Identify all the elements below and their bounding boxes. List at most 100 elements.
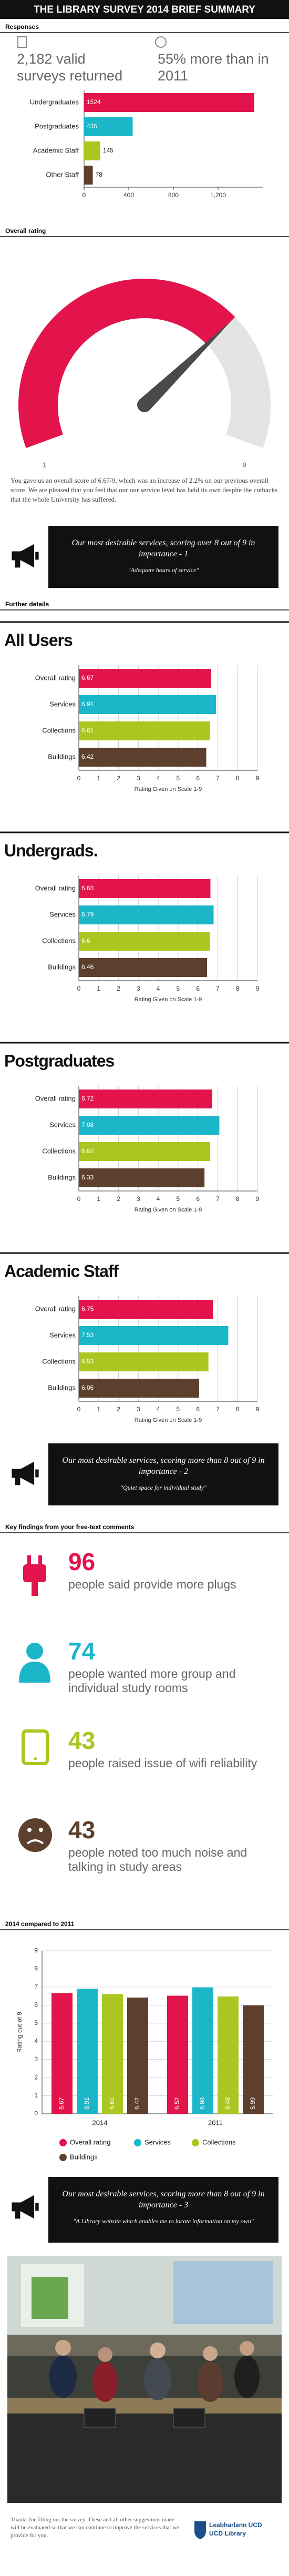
category-label: Overall rating — [35, 674, 76, 681]
bar — [79, 695, 216, 714]
value-label: 6.72 — [81, 1095, 94, 1102]
x-axis-label: Rating Given on Scale 1-9 — [135, 786, 202, 792]
x-tick-label: 1,200 — [210, 191, 226, 199]
stat-text: 2,182 valid surveys returned — [17, 51, 123, 84]
value-label: 6.48 — [224, 2097, 231, 2110]
quote-text: "A Library website which enables me to l… — [73, 2217, 254, 2225]
bar — [79, 669, 211, 688]
bar — [79, 905, 214, 924]
photo — [7, 2256, 282, 2503]
category-label: Collections — [42, 726, 76, 734]
value-label: 6.91 — [81, 700, 94, 708]
title-bar — [0, 0, 289, 19]
x-tick-label: 0 — [77, 985, 81, 992]
x-tick-label: 800 — [168, 191, 179, 199]
bar — [218, 1996, 239, 2114]
x-tick-label: 0 — [77, 775, 81, 782]
logo-icon — [194, 2521, 206, 2539]
y-tick-label: 0 — [34, 2110, 38, 2117]
x-tick-label: 2014 — [92, 2119, 108, 2126]
value-label: 6.61 — [108, 2097, 116, 2110]
value-label: 7.08 — [81, 1121, 94, 1128]
quote-heading: Our most desirable services, scoring mor… — [62, 1456, 265, 1476]
finding-count: 74 — [68, 1637, 96, 1665]
y-tick-label: 8 — [34, 1965, 38, 1972]
x-tick-label: 2 — [117, 1406, 120, 1413]
x-tick-label: 8 — [236, 1195, 240, 1203]
x-tick-label: 6 — [196, 985, 200, 992]
chart-title: Undergrads. — [4, 841, 97, 860]
category-label: Other Staff — [46, 170, 79, 178]
value-label: 6.06 — [81, 1384, 94, 1391]
x-tick-label: 7 — [216, 1195, 220, 1203]
x-tick-label: 1 — [97, 1195, 100, 1203]
bar — [79, 1379, 199, 1398]
y-tick-label: 2 — [34, 2073, 38, 2081]
quote-heading: Our most desirable services, scoring mor… — [62, 2190, 265, 2210]
x-tick-label: 3 — [137, 1195, 140, 1203]
bar — [79, 748, 207, 767]
finding-count: 96 — [68, 1548, 96, 1575]
x-tick-label: 5 — [177, 1195, 180, 1203]
quote: Our most desirable services, scoring ove… — [58, 537, 269, 574]
finding-count: 43 — [68, 1816, 96, 1844]
x-tick-label: 6 — [196, 1195, 200, 1203]
legend-label: Services — [145, 2138, 171, 2146]
value-label: 6.91 — [83, 2097, 90, 2110]
y-tick-label: 9 — [34, 1947, 38, 1954]
x-tick-label: 3 — [137, 775, 140, 782]
category-label: Buildings — [48, 1383, 76, 1391]
value-label: 6.33 — [81, 1174, 94, 1181]
gauge-fill — [18, 279, 235, 449]
x-tick-label: 1 — [97, 985, 100, 992]
category-label: Overall rating — [35, 1305, 76, 1312]
legend-swatch — [59, 2139, 67, 2146]
bar — [79, 1116, 220, 1135]
bar — [192, 1987, 213, 2114]
x-tick-label: 6 — [196, 775, 200, 782]
category-label: Overall rating — [35, 1094, 76, 1102]
category-label: Buildings — [48, 1173, 76, 1181]
bar — [79, 1352, 209, 1371]
value-label: 5.99 — [249, 2097, 256, 2110]
finding-text: people wanted more group and individual … — [68, 1667, 236, 1695]
gauge-hub — [137, 398, 152, 412]
section-header: Overall rating — [5, 227, 46, 235]
megaphone-icon — [12, 1461, 39, 1485]
quote-box — [48, 2177, 278, 2243]
x-tick-label: 0 — [77, 1195, 81, 1203]
x-tick-label: 1 — [97, 1406, 100, 1413]
bar — [84, 166, 93, 185]
bar — [79, 1168, 205, 1187]
category-label: Buildings — [48, 963, 76, 971]
category-label: Collections — [42, 1147, 76, 1155]
bar — [84, 141, 100, 160]
value-label: 6.62 — [81, 1147, 94, 1155]
bar — [79, 1300, 213, 1319]
category-label: Services — [49, 1331, 76, 1339]
quote: Our most desirable services, scoring mor… — [58, 1455, 269, 1492]
bar — [167, 1995, 188, 2114]
value-label: 7.53 — [81, 1331, 94, 1339]
bar — [77, 1988, 98, 2114]
bar — [79, 721, 210, 740]
x-tick-label: 9 — [256, 775, 260, 782]
x-axis-label: Rating Given on Scale 1-9 — [135, 996, 202, 1003]
bar — [127, 1997, 148, 2114]
x-tick-label: 9 — [256, 985, 260, 992]
value-label: 78 — [96, 171, 103, 178]
page-title: THE LIBRARY SURVEY 2014 BRIEF SUMMARY — [34, 4, 255, 15]
value-label: 6.52 — [173, 2097, 181, 2110]
category-label: Buildings — [48, 752, 76, 760]
section-header: 2014 compared to 2011 — [5, 1920, 75, 1928]
section-header: Responses — [5, 23, 39, 30]
bar — [243, 2005, 264, 2114]
y-tick-label: 6 — [34, 2001, 38, 2009]
x-tick-label: 7 — [216, 985, 220, 992]
quote-box — [48, 1443, 278, 1505]
value-label: 6.98 — [199, 2097, 206, 2110]
category-label: Services — [49, 1121, 76, 1128]
doc-icon — [17, 36, 27, 48]
